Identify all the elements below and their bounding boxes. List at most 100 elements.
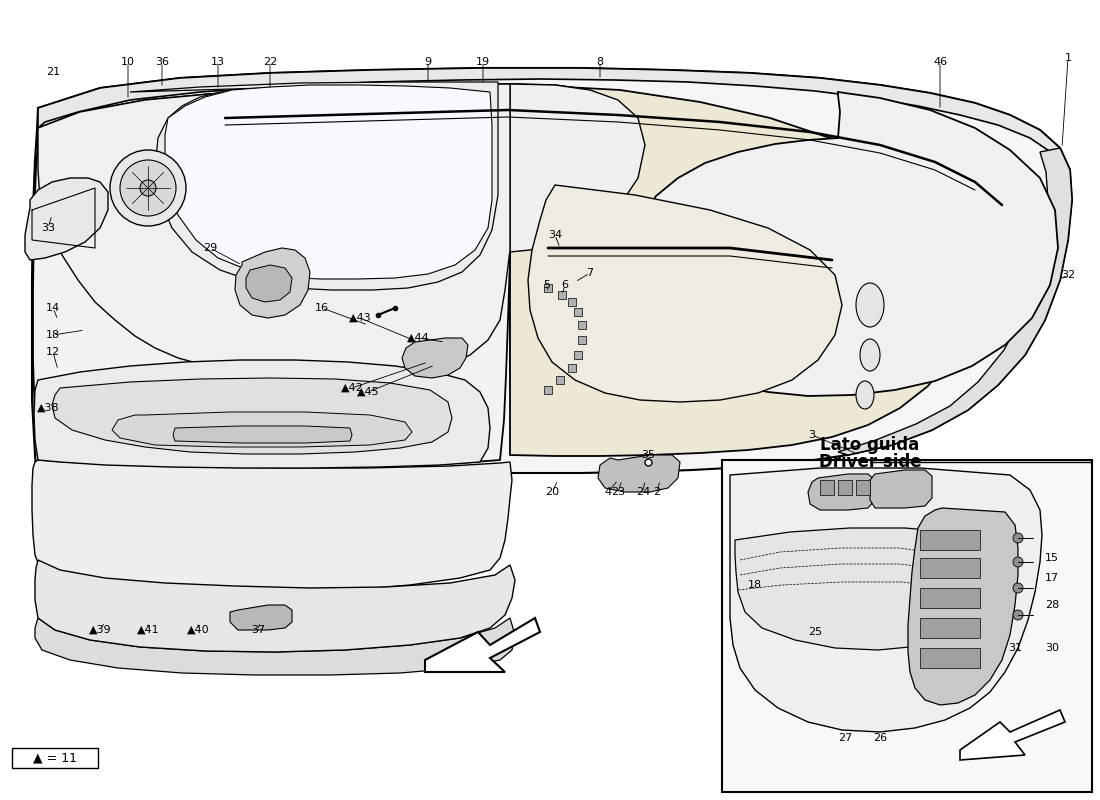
Text: ▲39: ▲39	[89, 625, 111, 635]
Polygon shape	[35, 560, 515, 652]
Text: ▲40: ▲40	[187, 625, 209, 635]
Polygon shape	[173, 426, 352, 443]
Polygon shape	[920, 588, 980, 608]
Polygon shape	[32, 460, 512, 593]
Polygon shape	[34, 360, 490, 468]
Polygon shape	[856, 480, 870, 495]
Text: 36: 36	[155, 57, 169, 67]
Text: 9: 9	[425, 57, 431, 67]
Ellipse shape	[856, 283, 884, 327]
Text: Driver side: Driver side	[818, 453, 922, 471]
Text: 20: 20	[544, 487, 559, 497]
Polygon shape	[735, 528, 1002, 650]
Polygon shape	[425, 618, 540, 672]
Text: 15: 15	[1045, 553, 1059, 563]
Circle shape	[1013, 610, 1023, 620]
Text: 17: 17	[1045, 573, 1059, 583]
Polygon shape	[230, 605, 292, 630]
Circle shape	[1013, 583, 1023, 593]
Polygon shape	[510, 84, 732, 408]
Polygon shape	[35, 618, 515, 675]
Text: ▲43: ▲43	[349, 313, 372, 323]
Text: ▲45: ▲45	[356, 387, 380, 397]
Polygon shape	[235, 248, 310, 318]
Polygon shape	[12, 748, 98, 768]
Text: 5: 5	[543, 280, 550, 290]
Polygon shape	[920, 558, 980, 578]
Bar	[558, 291, 566, 299]
Text: 16: 16	[315, 303, 329, 313]
Ellipse shape	[860, 339, 880, 371]
Text: 6: 6	[561, 280, 569, 290]
Text: a passion for parts: a passion for parts	[212, 446, 497, 534]
Text: 4: 4	[604, 487, 612, 497]
Polygon shape	[52, 378, 452, 454]
Polygon shape	[820, 480, 834, 495]
Text: 13: 13	[211, 57, 226, 67]
Text: 27: 27	[838, 733, 853, 743]
Text: 37: 37	[251, 625, 265, 635]
Text: 28: 28	[1045, 600, 1059, 610]
Text: 34: 34	[548, 230, 562, 240]
Polygon shape	[33, 84, 510, 468]
Text: 2: 2	[653, 487, 661, 497]
Bar	[578, 336, 586, 344]
Polygon shape	[39, 84, 510, 378]
Text: 18: 18	[748, 580, 762, 590]
Circle shape	[120, 160, 176, 216]
Polygon shape	[920, 618, 980, 638]
Polygon shape	[528, 185, 842, 402]
Text: 46: 46	[933, 57, 947, 67]
Text: Lato guida: Lato guida	[821, 436, 920, 454]
Text: ▲44: ▲44	[407, 333, 429, 343]
Bar	[574, 351, 582, 359]
Polygon shape	[730, 468, 1042, 732]
Bar	[556, 376, 564, 384]
Polygon shape	[598, 455, 680, 492]
Polygon shape	[808, 474, 874, 510]
Text: ▲ = 11: ▲ = 11	[33, 751, 77, 765]
Polygon shape	[908, 508, 1018, 705]
Bar	[568, 298, 576, 306]
Polygon shape	[510, 84, 645, 252]
Ellipse shape	[856, 381, 875, 409]
Polygon shape	[130, 82, 498, 290]
Polygon shape	[32, 68, 1072, 500]
Text: eurostor: eurostor	[89, 382, 571, 478]
Text: 35: 35	[641, 450, 654, 460]
Text: 32: 32	[1060, 270, 1075, 280]
Text: 33: 33	[41, 223, 55, 233]
Text: 29: 29	[202, 243, 217, 253]
Polygon shape	[112, 412, 412, 447]
Text: 24: 24	[636, 487, 650, 497]
Polygon shape	[838, 148, 1072, 455]
Circle shape	[140, 180, 156, 196]
Polygon shape	[510, 84, 972, 456]
Bar	[544, 284, 552, 292]
Text: 12: 12	[46, 347, 60, 357]
Polygon shape	[870, 470, 932, 508]
Text: 18: 18	[46, 330, 60, 340]
Text: 26: 26	[873, 733, 887, 743]
Text: 21: 21	[46, 67, 60, 77]
Text: 14: 14	[46, 303, 60, 313]
Text: 23: 23	[610, 487, 625, 497]
Polygon shape	[628, 92, 1058, 396]
Text: 31: 31	[1008, 643, 1022, 653]
Circle shape	[1013, 557, 1023, 567]
Polygon shape	[920, 648, 980, 668]
Polygon shape	[25, 178, 108, 260]
Text: 10: 10	[121, 57, 135, 67]
Text: ▲41: ▲41	[136, 625, 160, 635]
Text: ▲42: ▲42	[341, 383, 363, 393]
Polygon shape	[920, 530, 980, 550]
Bar	[568, 364, 576, 372]
Text: 3: 3	[808, 430, 815, 440]
Polygon shape	[165, 85, 492, 279]
Bar	[544, 386, 552, 394]
Polygon shape	[246, 265, 292, 302]
Text: 30: 30	[1045, 643, 1059, 653]
Circle shape	[1013, 533, 1023, 543]
Circle shape	[110, 150, 186, 226]
Text: 8: 8	[596, 57, 604, 67]
